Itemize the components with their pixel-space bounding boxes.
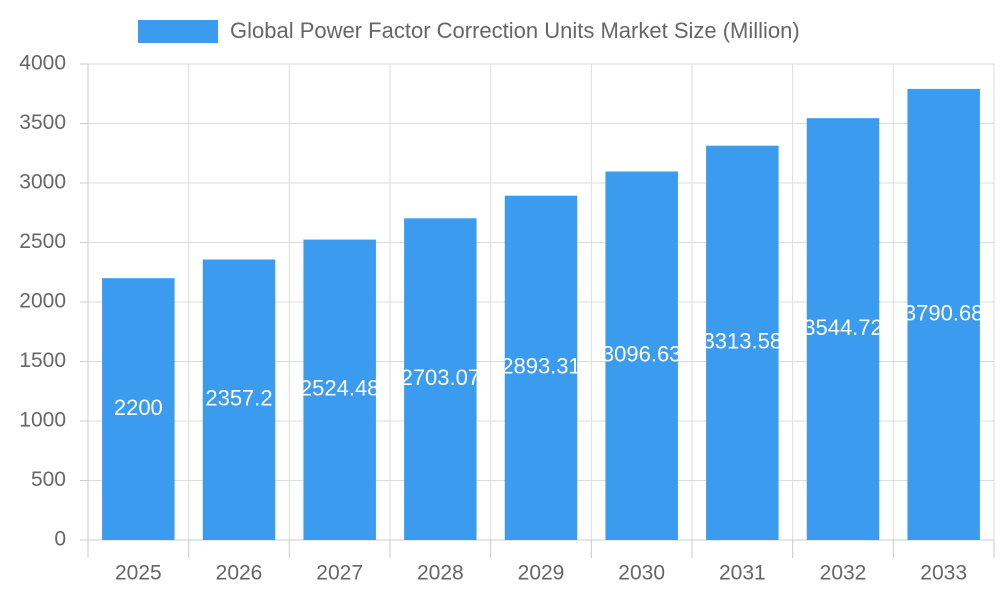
bar [806, 118, 880, 541]
data-label: 2200 [114, 395, 163, 420]
bar [102, 278, 175, 540]
x-tick-label: 2027 [316, 562, 363, 585]
y-tick-label: 1500 [19, 349, 66, 372]
legend-label[interactable]: Global Power Factor Correction Units Mar… [230, 18, 800, 43]
x-tick-label: 2030 [618, 562, 665, 585]
x-tick-label: 2029 [518, 562, 565, 585]
data-label: 3096.63 [602, 342, 682, 367]
bar [706, 145, 779, 541]
data-label: 3313.58 [703, 329, 783, 354]
bar [605, 171, 678, 540]
x-tick-label: 2026 [216, 562, 263, 585]
x-tick-label: 2025 [115, 562, 162, 585]
y-tick-label: 4000 [19, 52, 66, 75]
y-tick-label: 2500 [19, 230, 66, 253]
x-tick-label: 2028 [417, 562, 464, 585]
data-label: 2893.31 [501, 354, 581, 379]
legend-swatch[interactable] [138, 20, 218, 43]
y-tick-label: 1000 [19, 409, 66, 432]
y-tick-label: 3000 [19, 171, 66, 194]
data-label: 2357.2 [205, 386, 272, 411]
bar [404, 218, 477, 541]
y-tick-label: 3500 [19, 111, 66, 134]
x-tick-label: 2031 [719, 562, 766, 585]
data-label: 3544.72 [803, 315, 883, 340]
bar [907, 88, 980, 540]
data-label: 2703.07 [401, 365, 481, 390]
x-tick-label: 2032 [820, 562, 867, 585]
bar [303, 239, 376, 540]
x-tick-label: 2033 [920, 562, 967, 585]
y-tick-label: 2000 [19, 290, 66, 313]
y-tick-label: 500 [31, 468, 66, 491]
y-tick-label: 0 [54, 528, 66, 551]
bar [504, 195, 578, 540]
data-label: 2524.48 [300, 376, 380, 401]
data-label: 3790.68 [904, 300, 984, 325]
bar [202, 259, 276, 540]
